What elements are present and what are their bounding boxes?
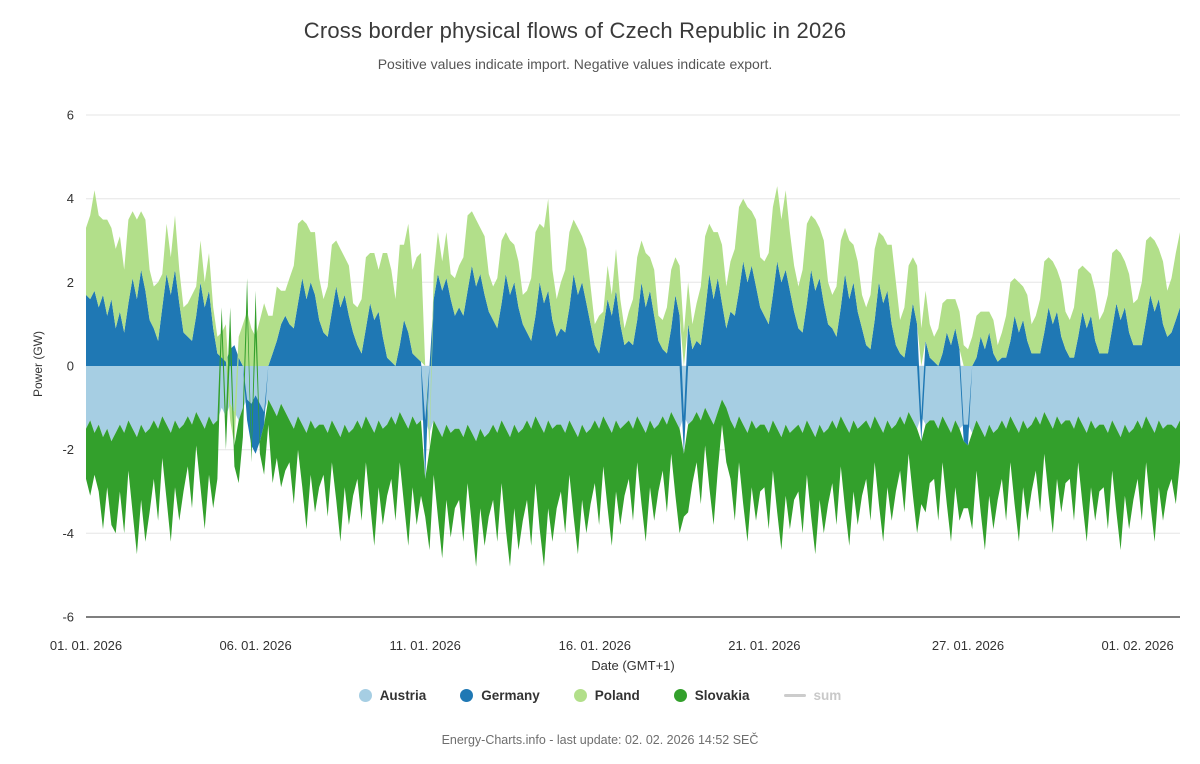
x-axis-title: Date (GMT+1) xyxy=(591,658,675,673)
legend-marker-poland-dot-icon xyxy=(573,689,587,702)
legend-item-austria[interactable]: Austria xyxy=(358,688,427,703)
legend-label: Austria xyxy=(379,688,427,703)
legend-marker-austria-dot-icon xyxy=(358,689,372,702)
series-area-poland xyxy=(86,186,1180,450)
x-tick-label: 06. 01. 2026 xyxy=(219,638,291,653)
y-tick-label: -6 xyxy=(62,610,74,625)
y-tick-label: -2 xyxy=(62,442,74,457)
legend-item-poland[interactable]: Poland xyxy=(573,688,640,703)
x-tick-label: 21. 01. 2026 xyxy=(728,638,800,653)
page-title: Cross border physical flows of Czech Rep… xyxy=(303,18,847,43)
series-area-slovakia xyxy=(86,278,1180,567)
series-area-austria xyxy=(86,366,1180,442)
legend-marker-sum-line-icon xyxy=(783,694,806,697)
legend-marker-slovakia-dot-icon xyxy=(673,689,687,702)
legend-item-sum[interactable]: sum xyxy=(783,688,842,703)
y-tick-label: 0 xyxy=(67,359,74,374)
x-tick-label: 01. 02. 2026 xyxy=(1101,638,1173,653)
footer-attribution: Energy-Charts.info - last update: 02. 02… xyxy=(441,733,759,747)
y-tick-label: 6 xyxy=(67,108,74,123)
legend-label: sum xyxy=(813,688,842,703)
chart-legend: Austria Germany Poland Slovakia sum xyxy=(0,688,1200,703)
x-tick-label: 01. 01. 2026 xyxy=(50,638,122,653)
legend-label: Poland xyxy=(594,688,640,703)
page-subtitle: Positive values indicate import. Negativ… xyxy=(377,56,773,72)
y-tick-label: 4 xyxy=(67,191,74,206)
legend-label: Slovakia xyxy=(694,688,750,703)
x-tick-label: 16. 01. 2026 xyxy=(559,638,631,653)
y-axis-title: Power (GW) xyxy=(31,331,45,397)
y-tick-label: 2 xyxy=(67,275,74,290)
legend-label: Germany xyxy=(481,688,540,703)
legend-marker-germany-dot-icon xyxy=(460,689,474,702)
plot-area[interactable] xyxy=(86,115,1180,617)
y-tick-label: -4 xyxy=(62,526,74,541)
x-tick-label: 11. 01. 2026 xyxy=(390,638,461,653)
legend-item-slovakia[interactable]: Slovakia xyxy=(673,688,750,703)
x-tick-label: 27. 01. 2026 xyxy=(932,638,1004,653)
legend-item-germany[interactable]: Germany xyxy=(460,688,540,703)
